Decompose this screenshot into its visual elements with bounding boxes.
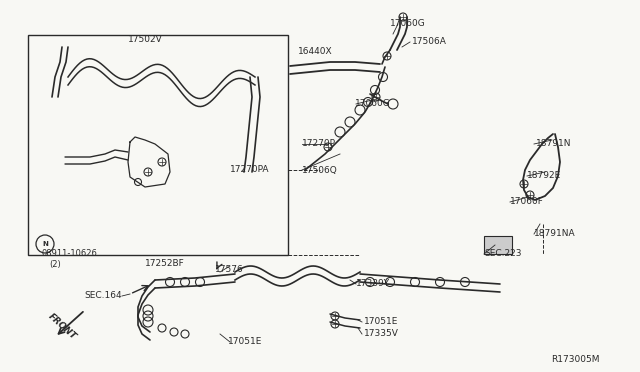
Text: 17335V: 17335V — [364, 330, 399, 339]
Text: SEC.164: SEC.164 — [84, 292, 122, 301]
Text: SEC.223: SEC.223 — [484, 250, 522, 259]
Text: 17270P: 17270P — [302, 140, 336, 148]
Bar — [484, 236, 512, 254]
Text: N: N — [42, 241, 48, 247]
Text: 17502V: 17502V — [127, 35, 163, 45]
Text: R173005M: R173005M — [552, 356, 600, 365]
Text: 18791N: 18791N — [536, 140, 572, 148]
Text: 16440X: 16440X — [298, 48, 333, 57]
Text: 17270PA: 17270PA — [230, 166, 269, 174]
Text: 17576: 17576 — [215, 266, 244, 275]
Text: 17252BF: 17252BF — [145, 260, 185, 269]
Text: 17339Y: 17339Y — [356, 279, 390, 289]
Text: 17060G: 17060G — [355, 99, 391, 109]
Text: 17506Q: 17506Q — [302, 166, 338, 174]
Text: 17506A: 17506A — [412, 38, 447, 46]
Text: 17051E: 17051E — [228, 337, 262, 346]
Text: 18791NA: 18791NA — [534, 230, 575, 238]
Bar — [28, 35, 288, 255]
Text: 17051E: 17051E — [364, 317, 398, 327]
Text: 18792E: 18792E — [527, 171, 561, 180]
Text: 17060F: 17060F — [510, 198, 544, 206]
Text: 08911-10626: 08911-10626 — [42, 250, 98, 259]
Text: 17060G: 17060G — [390, 19, 426, 29]
Text: (2): (2) — [49, 260, 61, 269]
Text: FRONT: FRONT — [46, 312, 77, 342]
